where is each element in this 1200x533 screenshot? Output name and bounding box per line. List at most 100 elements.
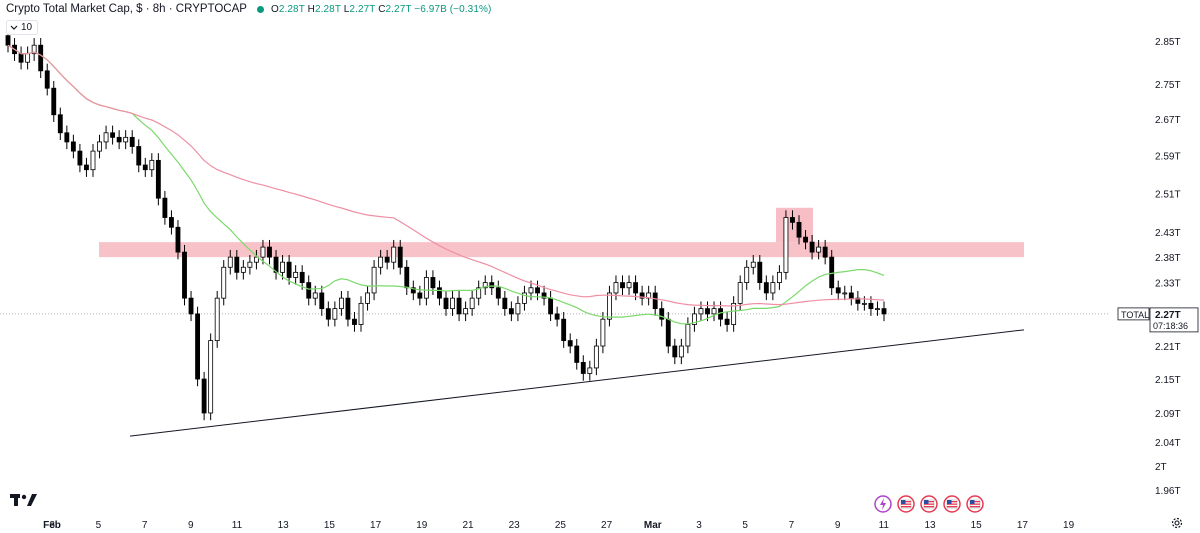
y-tick-label: 2.85T: [1155, 37, 1181, 48]
x-tick-label: 19: [416, 520, 428, 531]
candle-body: [267, 246, 272, 258]
us-flag-event-icon[interactable]: [920, 495, 938, 513]
x-tick-label: 11: [879, 520, 890, 531]
candle-body: [848, 292, 854, 299]
candle-body: [299, 271, 305, 284]
tradingview-logo-icon[interactable]: [10, 493, 38, 507]
change-readout: −6.97B (−0.31%): [414, 3, 492, 15]
candle-body: [528, 287, 534, 294]
candle-body: [31, 44, 37, 55]
candle-body: [280, 261, 285, 273]
y-tick-label: 2.15T: [1155, 375, 1181, 386]
candle-body: [796, 221, 802, 238]
candle-body: [463, 308, 469, 315]
indicator-count: 10: [21, 22, 33, 33]
candle-body: [44, 70, 50, 89]
candle-body: [456, 297, 462, 315]
candle-body: [567, 340, 573, 347]
candle-body: [70, 141, 76, 152]
moving-average-fast: [7, 44, 885, 325]
candle-body: [358, 302, 364, 325]
candle-body: [587, 367, 593, 374]
candle-body: [51, 87, 57, 116]
resistance-zone: [99, 242, 1024, 258]
candle-body: [829, 256, 835, 289]
candle-body: [195, 313, 201, 380]
candle-body: [750, 261, 756, 268]
x-tick-label: 5: [96, 520, 102, 531]
us-flag-event-icon[interactable]: [897, 495, 915, 513]
candle-body: [580, 362, 586, 374]
candle-body: [155, 159, 161, 199]
us-flag-event-icon[interactable]: [966, 495, 984, 513]
candle-body: [868, 302, 874, 310]
settings-gear-icon[interactable]: [1170, 516, 1184, 530]
candle-body: [175, 226, 181, 253]
candle-body: [776, 271, 782, 284]
candle-body: [18, 53, 24, 63]
candle-body: [633, 282, 639, 294]
highlight-zone: [776, 207, 813, 243]
candle-body: [548, 297, 554, 315]
candle-body: [737, 282, 743, 304]
candle-body: [404, 266, 410, 289]
candle-body: [724, 318, 730, 325]
indicator-toggle[interactable]: 10: [6, 20, 39, 35]
y-tick-label: 2.67T: [1155, 115, 1181, 126]
candle-body: [136, 146, 142, 166]
us-flag-event-icon[interactable]: [943, 495, 961, 513]
chart-header: Crypto Total Market Cap, $ · 8h · CRYPTO…: [6, 3, 491, 15]
candle-body: [561, 318, 567, 342]
candle-body: [822, 246, 828, 258]
candle-body: [371, 266, 377, 294]
candle-body: [554, 313, 560, 320]
candle-body: [803, 236, 808, 243]
x-tick-label: 13: [278, 520, 290, 531]
candle-body: [260, 246, 266, 258]
x-tick-label: 5: [742, 520, 748, 531]
candle-body: [338, 297, 344, 310]
candle-body: [685, 324, 691, 347]
candle-body: [384, 256, 390, 263]
candle-body: [855, 297, 861, 304]
candle-body: [253, 256, 259, 263]
candle-body: [25, 53, 31, 63]
candle-body: [286, 261, 292, 278]
candle-body: [600, 318, 606, 347]
candle-body: [325, 308, 331, 320]
candle-body: [835, 287, 841, 294]
candle-body: [443, 297, 449, 310]
lightning-event-icon[interactable]: [874, 495, 892, 513]
x-tick-label: 3: [49, 520, 55, 531]
candle-body: [522, 292, 527, 304]
candle-body: [659, 308, 665, 320]
y-tick-label: 2.21T: [1155, 342, 1181, 353]
candle-body: [535, 287, 540, 294]
candle-body: [469, 297, 475, 310]
candle-body: [97, 141, 102, 152]
candle-body: [508, 308, 514, 315]
x-tick-label: 13: [924, 520, 936, 531]
candle-body: [410, 287, 416, 294]
x-tick-label: 11: [232, 520, 243, 531]
candle-body: [352, 318, 357, 325]
chevron-down-icon: [10, 25, 18, 30]
candle-body: [620, 282, 625, 289]
y-tick-label: 2.75T: [1155, 80, 1181, 91]
candle-body: [476, 287, 482, 299]
candle-body: [691, 313, 697, 325]
candle-body: [345, 297, 351, 320]
price-tag: [1149, 307, 1199, 333]
candle-body: [672, 345, 678, 358]
candle-body: [593, 345, 599, 369]
candle-body: [652, 292, 658, 310]
market-status-dot: [256, 5, 264, 13]
candle-body: [613, 282, 619, 294]
candle-body: [64, 132, 70, 143]
y-tick-label: 2.59T: [1155, 152, 1181, 163]
candle-body: [182, 251, 187, 299]
x-tick-label: Feb: [43, 520, 61, 531]
candle-body: [698, 308, 704, 315]
